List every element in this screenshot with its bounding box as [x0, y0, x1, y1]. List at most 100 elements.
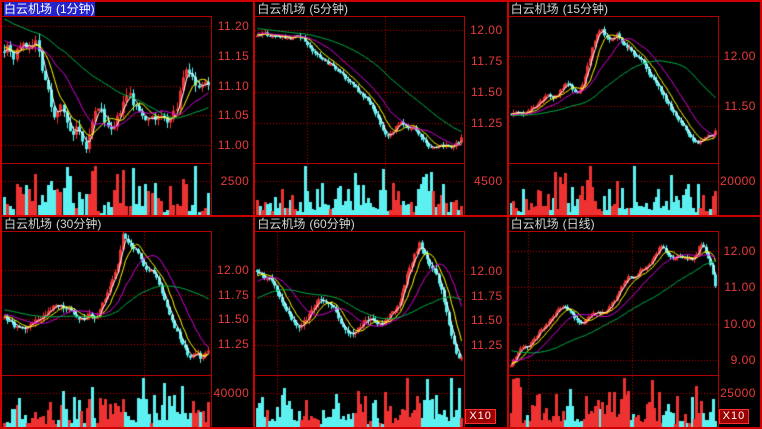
volume-chart-canvas[interactable] [255, 164, 465, 215]
price-chart-area [2, 231, 211, 376]
price-axis-label: 11.75 [471, 289, 503, 303]
price-axis-label: 11.05 [217, 108, 250, 122]
period-label: (1分钟) [56, 2, 95, 16]
panel-titlebar: 白云机场 (日线) [509, 217, 760, 231]
price-chart-canvas[interactable] [255, 17, 465, 163]
panel-titlebar: 白云机场 (30分钟) [2, 217, 253, 231]
price-axis-label: 11.75 [471, 54, 503, 68]
stock-name: 白云机场 [510, 2, 559, 16]
panel-title[interactable]: 白云机场 (30分钟) [4, 217, 101, 231]
price-axis-label: 11.25 [471, 116, 503, 130]
chart-panel-5[interactable]: 白云机场 (60分钟) 12.00 11.75 11.50 11.25 X10 [255, 217, 509, 429]
volume-chart-canvas[interactable] [2, 164, 211, 215]
price-axis-label: 12.00 [723, 244, 756, 258]
price-axis-label: 12.00 [723, 49, 756, 63]
price-axis-label: 12.00 [470, 23, 503, 37]
volume-chart-area [508, 164, 718, 215]
panel-body: 12.00 11.50 20000 [508, 16, 760, 215]
volume-chart-area [255, 376, 465, 427]
volume-axis-label: 25000 [720, 386, 756, 400]
chart-panel-6[interactable]: 白云机场 (日线) 12.00 11.00 10.00 9.00 25000 X10 [508, 217, 762, 429]
period-label: (60分钟) [309, 217, 355, 231]
price-axis-label: 11.15 [217, 49, 250, 63]
chart-column [508, 16, 719, 215]
stock-name: 白云机场 [257, 217, 306, 231]
panel-body: 11.20 11.15 11.10 11.05 11.00 2500 [2, 16, 253, 215]
price-chart-area [255, 16, 465, 164]
chart-column [508, 231, 719, 427]
period-label: (日线) [562, 217, 595, 231]
volume-chart-area [508, 376, 718, 427]
price-chart-area [508, 231, 718, 376]
panel-title[interactable]: 白云机场 (60分钟) [257, 217, 354, 231]
volume-chart-canvas[interactable] [508, 376, 718, 427]
price-chart-canvas[interactable] [508, 17, 718, 163]
stock-name: 白云机场 [510, 217, 559, 231]
price-chart-area [508, 16, 718, 164]
period-label: (15分钟) [562, 2, 609, 16]
stock-name: 白云机场 [257, 2, 306, 16]
volume-unit-badge: X10 [465, 409, 496, 424]
panel-body: 12.00 11.75 11.50 11.25 40000 [2, 231, 253, 427]
price-axis-label: 11.20 [217, 19, 250, 33]
price-axis-label: 12.00 [216, 263, 250, 277]
axis-label-strip: 12.00 11.00 10.00 9.00 25000 X10 [718, 231, 760, 427]
volume-chart-area [2, 164, 211, 215]
price-axis-label: 11.50 [471, 85, 503, 99]
period-label: (30分钟) [56, 217, 102, 231]
price-axis-label: 10.00 [723, 317, 756, 331]
panel-titlebar: 白云机场 (1分钟) [2, 2, 253, 16]
price-axis-label: 11.50 [471, 313, 503, 327]
panel-body: 12.00 11.75 11.50 11.25 X10 [255, 231, 506, 427]
price-axis-label: 11.25 [217, 337, 250, 351]
panel-body: 12.00 11.75 11.50 11.25 4500 [255, 16, 506, 215]
price-chart-area [2, 16, 211, 164]
chart-column [255, 16, 466, 215]
axis-label-strip: 12.00 11.75 11.50 11.25 X10 [465, 231, 506, 427]
chart-column [2, 16, 212, 215]
panel-titlebar: 白云机场 (15分钟) [509, 2, 760, 16]
panel-title[interactable]: 白云机场 (日线) [511, 217, 595, 231]
price-chart-canvas[interactable] [2, 232, 211, 375]
price-axis-label: 12.00 [470, 264, 503, 278]
volume-axis-label: 20000 [720, 174, 756, 188]
panel-title[interactable]: 白云机场 (15分钟) [511, 2, 608, 16]
panel-titlebar: 白云机场 (5分钟) [255, 2, 506, 16]
volume-axis-label: 4500 [473, 174, 503, 188]
price-axis-label: 11.00 [217, 138, 250, 152]
price-axis-label: 11.50 [724, 99, 756, 113]
panel-body: 12.00 11.00 10.00 9.00 25000 X10 [508, 231, 760, 427]
axis-label-strip: 12.00 11.75 11.50 11.25 4500 [465, 16, 506, 215]
chart-panel-1[interactable]: 白云机场 (1分钟) 11.20 11.15 11.10 11.05 11.00 2500 [2, 2, 256, 217]
axis-label-strip: 12.00 11.75 11.50 11.25 40000 [212, 231, 253, 427]
price-chart-canvas[interactable] [2, 17, 211, 163]
volume-chart-canvas[interactable] [2, 376, 211, 427]
chart-panel-4[interactable]: 白云机场 (30分钟) 12.00 11.75 11.50 11.25 40000 [2, 217, 256, 429]
chart-column [2, 231, 212, 427]
price-axis-label: 11.75 [217, 288, 250, 302]
price-axis-label: 11.25 [471, 338, 503, 352]
panel-title[interactable]: 白云机场 (5分钟) [257, 2, 348, 16]
volume-axis-label: 2500 [220, 174, 250, 188]
price-axis-label: 11.10 [217, 79, 250, 93]
stock-name: 白云机场 [4, 2, 53, 16]
price-axis-label: 9.00 [730, 353, 756, 367]
chart-panel-3[interactable]: 白云机场 (15分钟) 12.00 11.50 20000 [508, 2, 762, 217]
volume-unit-badge: X10 [718, 409, 750, 424]
volume-axis-label: 40000 [213, 386, 250, 400]
volume-chart-area [255, 164, 465, 215]
price-chart-area [255, 231, 465, 376]
price-chart-canvas[interactable] [255, 232, 465, 375]
chart-column [255, 231, 466, 427]
volume-chart-canvas[interactable] [255, 376, 465, 427]
volume-chart-canvas[interactable] [508, 164, 718, 215]
volume-chart-area [2, 376, 211, 427]
period-label: (5分钟) [309, 2, 349, 16]
price-chart-canvas[interactable] [508, 232, 718, 375]
axis-label-strip: 12.00 11.50 20000 [719, 16, 760, 215]
chart-panel-2[interactable]: 白云机场 (5分钟) 12.00 11.75 11.50 11.25 4500 [255, 2, 509, 217]
panel-titlebar: 白云机场 (60分钟) [255, 217, 506, 231]
axis-label-strip: 11.20 11.15 11.10 11.05 11.00 2500 [212, 16, 253, 215]
panel-title[interactable]: 白云机场 (1分钟) [4, 2, 95, 16]
